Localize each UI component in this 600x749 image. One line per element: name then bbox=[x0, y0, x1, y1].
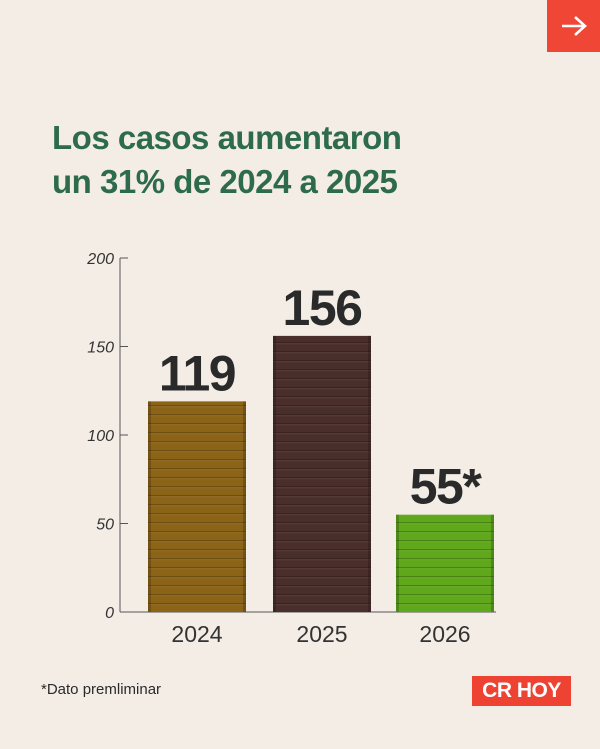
arrow-right-icon bbox=[561, 16, 587, 36]
bar-edge-left bbox=[148, 401, 151, 612]
bar-value-label: 119 bbox=[159, 345, 235, 401]
x-tick-label: 2024 bbox=[171, 621, 222, 647]
bar-edge-right bbox=[491, 514, 494, 612]
x-tick-label: 2025 bbox=[296, 621, 347, 647]
y-tick-label: 200 bbox=[86, 251, 114, 268]
next-button[interactable] bbox=[547, 0, 600, 52]
y-tick-label: 100 bbox=[87, 428, 114, 445]
bar-edge-right bbox=[368, 335, 371, 612]
bar-texture bbox=[148, 401, 246, 612]
chart-title: Los casos aumentaron un 31% de 2024 a 20… bbox=[52, 116, 572, 204]
bar-value-label: 55* bbox=[410, 459, 483, 515]
bar-edge-right bbox=[243, 401, 246, 612]
footnote: *Dato premliminar bbox=[41, 681, 162, 698]
chart-title-line-2: un 31% de 2024 a 2025 bbox=[52, 163, 398, 200]
bar-texture bbox=[273, 335, 371, 612]
x-tick-label: 2026 bbox=[419, 621, 470, 647]
y-tick-label: 50 bbox=[96, 517, 114, 534]
y-tick-label: 150 bbox=[87, 340, 114, 357]
chart-title-line-1: Los casos aumentaron bbox=[52, 119, 402, 156]
bar-texture bbox=[396, 514, 494, 612]
bar-edge-left bbox=[273, 335, 276, 612]
y-tick-label: 0 bbox=[105, 605, 114, 622]
bar-edge-left bbox=[396, 514, 399, 612]
bar-value-label: 156 bbox=[283, 280, 362, 336]
brand-logo: CR HOY bbox=[472, 676, 571, 706]
